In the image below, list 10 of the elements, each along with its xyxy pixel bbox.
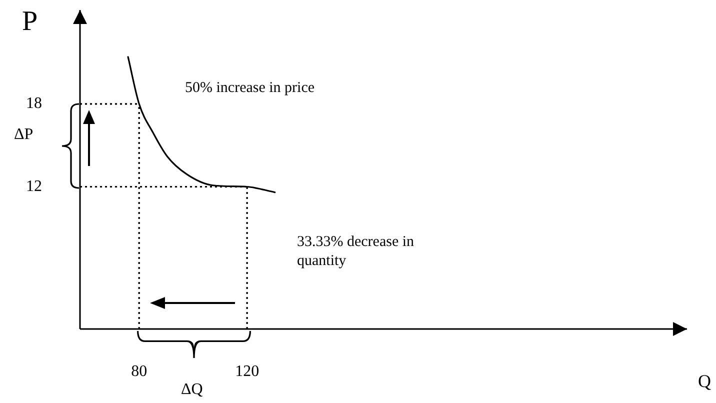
annotation: 33.33% decrease in quantity: [297, 233, 416, 270]
x-tick-label: 120: [235, 362, 260, 380]
y-axis-title: P: [22, 5, 38, 39]
x-tick-label: 80: [131, 362, 148, 380]
x-axis-title: Q: [698, 370, 711, 392]
y-tick-label: 12: [26, 178, 42, 195]
annotation: 50% increase in price: [185, 79, 315, 98]
y-tick-label: 18: [26, 95, 42, 112]
text: ΔQ: [181, 380, 203, 400]
text: ΔP: [14, 125, 34, 145]
